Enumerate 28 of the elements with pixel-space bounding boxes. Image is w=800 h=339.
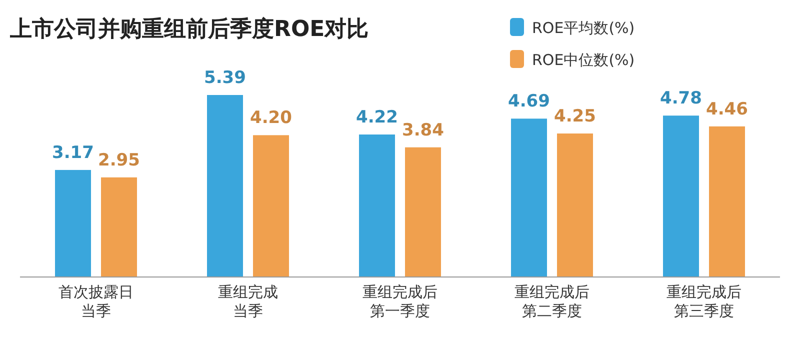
bar [101,177,137,277]
x-tick-label: 重组完成后第一季度 [362,283,438,320]
bar [709,126,745,277]
bar [663,116,699,277]
data-label: 5.39 [204,68,246,88]
chart-title: 上市公司并购重组前后季度ROE对比 [9,16,369,42]
data-label: 3.84 [402,120,444,140]
data-label: 4.22 [356,108,398,128]
bar [511,118,547,277]
data-label: 4.25 [554,106,596,126]
x-tick-label: 重组完成后第二季度 [514,283,590,320]
data-label: 4.69 [508,92,550,112]
bar [253,135,289,277]
x-tick-label: 首次披露日当季 [58,283,134,320]
data-label: 3.17 [52,142,94,163]
bar [557,133,593,277]
bar [359,134,395,277]
legend-label: ROE中位数(%) [532,51,635,69]
x-tick-label: 重组完成当季 [218,283,278,320]
data-label: 4.46 [706,99,748,120]
data-label: 4.20 [250,108,292,128]
x-tick-label: 重组完成后第三季度 [666,283,742,320]
data-label: 4.78 [660,88,702,109]
bar [207,95,243,277]
bar [55,170,91,277]
data-label: 2.95 [98,150,140,170]
legend-label: ROE平均数(%) [532,19,635,37]
bar [405,147,441,277]
